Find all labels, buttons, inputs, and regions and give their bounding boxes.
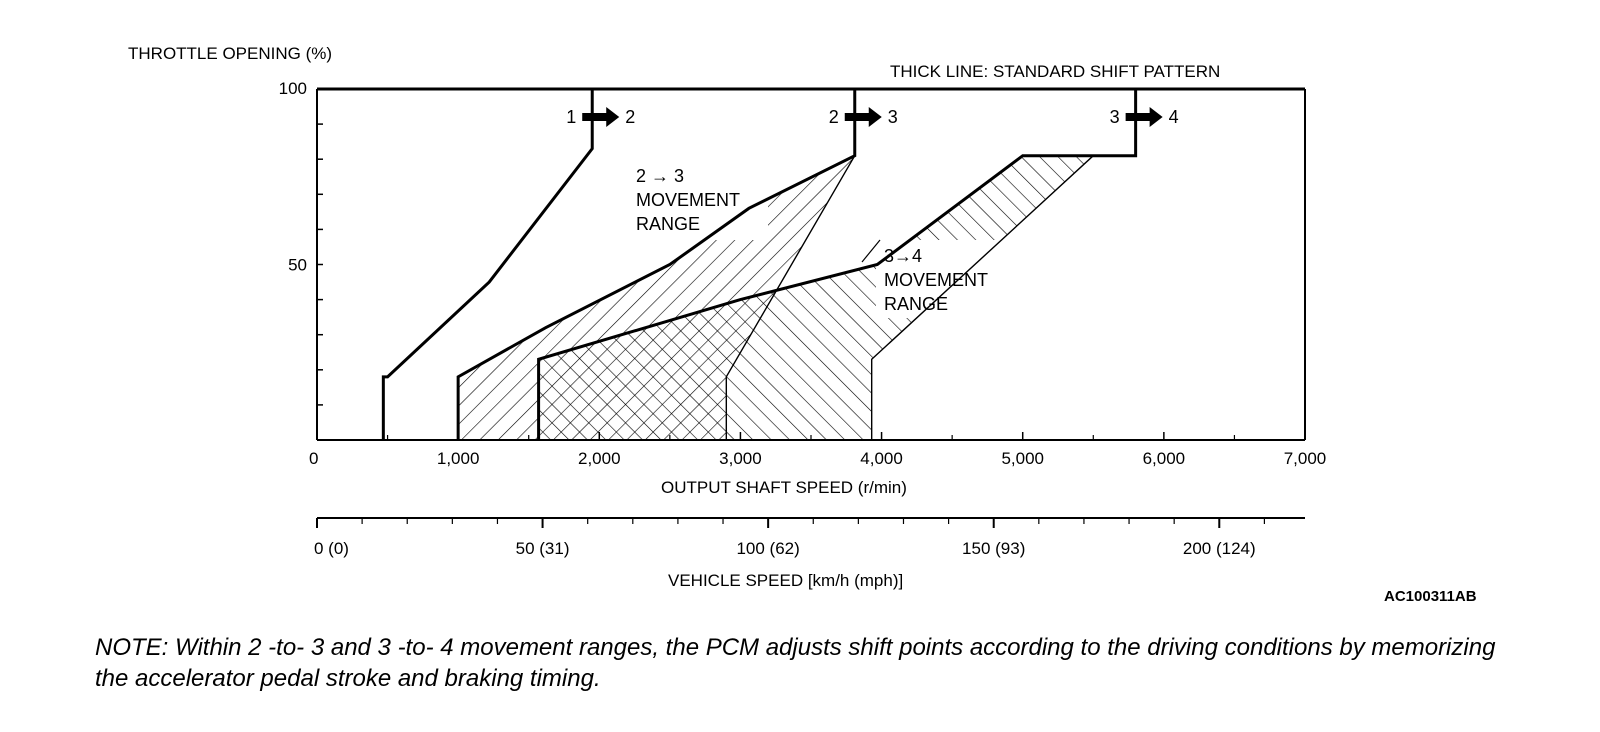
range-boundary-line bbox=[542, 155, 856, 441]
secondary-tick-label: 200 (124) bbox=[1183, 539, 1256, 558]
y-axis-title: THROTTLE OPENING (%) bbox=[128, 44, 333, 63]
shift-label-to: 4 bbox=[1169, 107, 1179, 127]
secondary-tick-label: 150 (93) bbox=[962, 539, 1025, 558]
annotation-text: MOVEMENT bbox=[636, 190, 740, 210]
annotation-bg-2-3 bbox=[628, 160, 768, 240]
x-axis-title: OUTPUT SHAFT SPEED (r/min) bbox=[661, 478, 907, 497]
x-tick-label: 3,000 bbox=[719, 449, 762, 468]
x-tick-label: 6,000 bbox=[1143, 449, 1186, 468]
annotation-text: 2 → 3 bbox=[636, 166, 684, 186]
annotation-text: 3→4 bbox=[884, 246, 922, 266]
shift-label-from: 1 bbox=[566, 107, 576, 127]
y-tick-label-100: 100 bbox=[279, 79, 307, 98]
shift-arrow-icon bbox=[844, 107, 882, 127]
x-tick-label: 2,000 bbox=[578, 449, 621, 468]
range-boundary-line bbox=[726, 155, 1094, 441]
x-tick-label: 5,000 bbox=[1001, 449, 1044, 468]
figure-code: AC100311AB bbox=[1384, 588, 1477, 605]
secondary-tick-label: 100 (62) bbox=[736, 539, 799, 558]
secondary-axis-title: VEHICLE SPEED [km/h (mph)] bbox=[668, 571, 904, 590]
annotation-text: RANGE bbox=[636, 214, 700, 234]
shift-label-from: 2 bbox=[829, 107, 839, 127]
annotation-pointer bbox=[861, 239, 881, 263]
annotation-text: MOVEMENT bbox=[884, 270, 988, 290]
shift-line-1-2 bbox=[381, 89, 594, 440]
secondary-tick-label: 0 (0) bbox=[314, 539, 349, 558]
x-tick-label: 1,000 bbox=[437, 449, 480, 468]
range-3-4-hatch bbox=[538, 155, 1094, 440]
annotation-text: RANGE bbox=[884, 294, 948, 314]
y-tick-label-50: 50 bbox=[288, 256, 307, 275]
note-text: NOTE: Within 2 -to- 3 and 3 -to- 4 movem… bbox=[95, 634, 1496, 692]
shift-label-to: 2 bbox=[625, 107, 635, 127]
shift-arrow-icon bbox=[582, 107, 620, 127]
shift-label-from: 3 bbox=[1110, 107, 1120, 127]
shift-line-3-4 bbox=[537, 89, 1138, 440]
annotation-bg-3-4 bbox=[876, 240, 1011, 318]
shift-arrow-icon bbox=[1125, 107, 1163, 127]
chart-title: THICK LINE: STANDARD SHIFT PATTERN bbox=[890, 62, 1221, 81]
secondary-tick-label: 50 (31) bbox=[516, 539, 570, 558]
x-tick-label: 0 bbox=[309, 449, 318, 468]
x-tick-label: 7,000 bbox=[1284, 449, 1327, 468]
shift-label-to: 3 bbox=[888, 107, 898, 127]
x-tick-label: 4,000 bbox=[860, 449, 903, 468]
